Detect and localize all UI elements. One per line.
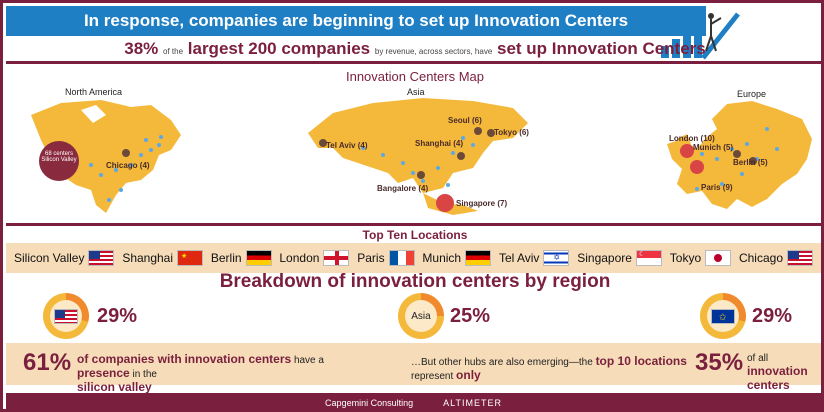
city-chicago: Chicago (4)	[106, 161, 150, 170]
singapore-flag-icon: ☾	[635, 250, 662, 266]
location-label: Tokyo	[669, 251, 702, 265]
city-bangalore: Bangalore (4)	[377, 184, 429, 193]
location-label: Tel Aviv	[498, 251, 540, 265]
germany-flag-icon	[465, 250, 492, 266]
japan-flag-icon	[705, 250, 732, 266]
asia-map	[308, 98, 528, 215]
eu-flag-icon: ✩	[711, 308, 735, 324]
banner-title: In response, companies are beginning to …	[6, 6, 706, 36]
map-title: Innovation Centers Map	[345, 69, 485, 84]
location-label: Chicago	[738, 251, 783, 265]
headline-pct: 38%	[124, 39, 159, 58]
location-label: Berlin	[210, 251, 242, 265]
top10-share-pct: 35%	[695, 349, 744, 376]
us-flag-icon	[88, 250, 115, 266]
eu-share-pct: 29%	[752, 305, 793, 327]
divider	[6, 61, 821, 64]
asia-label: Asia	[411, 310, 431, 322]
silicon-valley-pct: 61%	[23, 349, 72, 376]
france-flag-icon	[388, 250, 415, 266]
location-singapore: Singapore ☾	[577, 250, 662, 266]
city-berlin: Berlin (5)	[733, 158, 768, 167]
location-label: Silicon Valley	[14, 251, 85, 265]
top10-title: Top Ten Locations	[362, 228, 468, 242]
city-silicon-valley: 68 centers Silicon Valley	[41, 151, 77, 163]
eu-share-donut: ✩	[700, 293, 746, 339]
bottom-stats-bar	[6, 343, 821, 385]
germany-flag-icon	[245, 250, 272, 266]
city-paris: Paris (9)	[701, 183, 733, 192]
us-flag-icon	[54, 308, 78, 324]
top10-bar: Silicon Valley Shanghai ★ Berlin London …	[6, 243, 821, 273]
headline-small: by revenue, across sectors, have	[374, 47, 493, 56]
england-flag-icon	[323, 250, 350, 266]
headline-stat: 38% of the largest 200 companies by reve…	[3, 39, 821, 59]
capgemini-logo: Capgemini Consulting	[325, 397, 414, 408]
location-label: Shanghai	[122, 251, 174, 265]
city-shanghai: Shanghai (4)	[415, 139, 464, 148]
location-shanghai: Shanghai ★	[122, 250, 204, 266]
footer: Capgemini Consulting ALTIMETER	[6, 393, 821, 409]
breakdown-title: Breakdown of innovation centers by regio…	[219, 271, 611, 292]
city-munich: Munich (5)	[693, 143, 733, 152]
location-london: London	[279, 250, 350, 266]
headline-pre: of the	[163, 47, 184, 56]
donut-center: ✩	[707, 300, 739, 332]
us-share-pct: 29%	[97, 305, 138, 327]
region-label-asia: Asia	[407, 87, 425, 97]
city-london: London (10)	[669, 134, 715, 143]
china-flag-icon: ★	[177, 250, 204, 266]
city-seoul: Seoul (6)	[448, 116, 482, 125]
europe-map	[667, 101, 812, 209]
us-flag-icon	[787, 250, 813, 266]
altimeter-logo: ALTIMETER	[443, 397, 502, 408]
top10-share-text: …But other hubs are also emerging—the to…	[411, 354, 687, 382]
bar-chart-icon	[661, 12, 740, 60]
region-label-north-america: North America	[65, 87, 123, 97]
us-share-donut	[43, 293, 89, 339]
donut-center	[50, 300, 82, 332]
location-tel-aviv: Tel Aviv ✡	[498, 250, 570, 266]
location-label: Singapore	[577, 251, 632, 265]
city-singapore: Singapore (7)	[456, 199, 508, 208]
asia-share-pct: 25%	[450, 305, 491, 327]
location-munich: Munich	[422, 250, 492, 266]
location-paris: Paris	[357, 250, 415, 266]
top10-share-tail: of all innovation centers	[747, 353, 808, 392]
asia-share-donut: Asia	[398, 293, 444, 339]
location-chicago: Chicago	[739, 250, 813, 266]
location-label: Paris	[357, 251, 385, 265]
location-label: Munich	[422, 251, 462, 265]
city-tel-aviv: Tel Aviv (4)	[326, 141, 368, 150]
city-tokyo: Tokyo (6)	[494, 128, 529, 137]
silicon-valley-text: of companies with innovation centers hav…	[77, 352, 324, 394]
location-berlin: Berlin	[211, 250, 272, 266]
headline-strong-1: largest 200 companies	[187, 39, 371, 58]
north-america-map	[31, 100, 181, 213]
headline-strong-2: set up Innovation Centers	[497, 39, 706, 58]
region-label-europe: Europe	[737, 89, 767, 99]
divider	[6, 223, 821, 226]
location-tokyo: Tokyo	[669, 250, 732, 266]
donut-center: Asia	[405, 300, 437, 332]
location-silicon-valley: Silicon Valley	[14, 250, 115, 266]
israel-flag-icon: ✡	[543, 250, 570, 266]
location-label: London	[279, 251, 320, 265]
